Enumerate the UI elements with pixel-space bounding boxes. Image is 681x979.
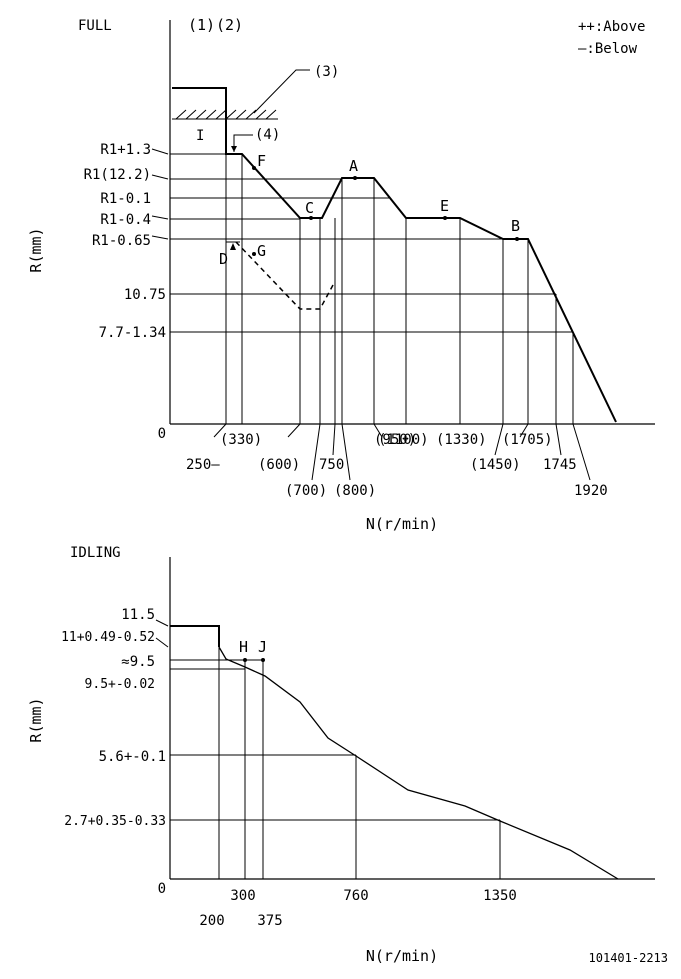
x-tick-1920: 1920 <box>574 483 608 499</box>
point-a-label: A <box>349 157 358 175</box>
dashed-curve <box>235 241 334 310</box>
y-tick-7-7: 7.7-1.34 <box>99 325 166 341</box>
callout-3: (3) <box>314 64 339 80</box>
y-tick-r1-minus-0-65: R1-0.65 <box>92 233 151 249</box>
top-x-axis-label: N(r/min) <box>366 515 438 533</box>
bottom-x-axis-label: N(r/min) <box>366 947 438 965</box>
x-tick-1745: 1745 <box>543 457 577 473</box>
point-h-label: H <box>239 638 248 656</box>
callout-4-arrow <box>231 146 237 152</box>
y-tick-11-5: 11.5 <box>121 607 155 623</box>
x-tick-800: (800) <box>334 483 376 499</box>
x-tick-1330: (1330) <box>436 432 487 448</box>
legend-below: —:Below <box>578 41 638 57</box>
y-tick-r1-plus-1-3: R1+1.3 <box>100 142 151 158</box>
x-tick-1450: (1450) <box>470 457 521 473</box>
point-d-label: D <box>219 250 228 268</box>
x-tick-1705: (1705) <box>502 432 553 448</box>
point-c-label: C <box>305 199 314 217</box>
x-tick-700: (700) <box>285 483 327 499</box>
point-e-label: E <box>440 197 449 215</box>
x-tick-760: 760 <box>343 888 368 904</box>
y-tick-5-6: 5.6+-0.1 <box>99 749 166 765</box>
x-tick-300: 300 <box>230 888 255 904</box>
idling-curve-flat <box>170 625 220 647</box>
x-tick-1350: 1350 <box>483 888 517 904</box>
region-label-i: I <box>196 128 204 144</box>
y-tick-9-5-tol: 9.5+-0.02 <box>85 677 155 692</box>
point-d-arrow <box>230 243 236 250</box>
y-tick-zero-bottom: 0 <box>158 881 166 897</box>
y-tick-2-7: 2.7+0.35-0.33 <box>64 814 166 829</box>
y-tick-r1-12-2: R1(12.2) <box>84 167 151 183</box>
legend-above: ++:Above <box>578 19 645 35</box>
col-label-2: (2) <box>216 16 243 34</box>
x-tick-750: 750 <box>319 457 344 473</box>
point-b-label: B <box>511 217 520 235</box>
y-tick-11-tol: 11+0.49-0.52 <box>61 630 155 645</box>
full-load-chart: FULL (1) (2) ++:Above —:Below (3) I (4) <box>27 16 655 533</box>
callout-4-leader <box>233 134 253 152</box>
y-tick-zero-top: 0 <box>158 426 166 442</box>
callout-4: (4) <box>255 127 280 143</box>
top-y-axis-label: R(mm) <box>27 227 45 272</box>
point-g-label: G <box>257 242 266 260</box>
x-tick-950: (950) <box>374 432 416 448</box>
x-tick-1100: (1100) <box>378 432 429 448</box>
point-f-label: F <box>257 152 266 170</box>
idling-chart: IDLING H J 11.5 11+0.49-0.52 ≈9.5 9. <box>27 545 668 965</box>
drawing-number: 101401-2213 <box>589 951 668 965</box>
y-tick-r1-minus-0-1: R1-0.1 <box>100 191 151 207</box>
x-tick-330: (330) <box>220 432 262 448</box>
x-tick-600: (600) <box>258 457 300 473</box>
y-tick-r1-minus-0-4: R1-0.4 <box>100 212 151 228</box>
callout-3-leader <box>253 69 310 114</box>
point-j-label: J <box>258 638 267 656</box>
col-label-1: (1) <box>188 16 215 34</box>
x-tick-250: 250— <box>186 457 220 473</box>
y-tick-10-75: 10.75 <box>124 287 166 303</box>
full-mode-label: FULL <box>78 18 112 34</box>
idling-curve <box>218 646 619 880</box>
bottom-y-axis-label: R(mm) <box>27 697 45 742</box>
full-load-curve <box>172 87 617 423</box>
idling-mode-label: IDLING <box>70 545 121 561</box>
y-tick-approx-9-5: ≈9.5 <box>121 654 155 670</box>
x-tick-375: 375 <box>257 913 282 929</box>
x-tick-200: 200 <box>199 913 224 929</box>
